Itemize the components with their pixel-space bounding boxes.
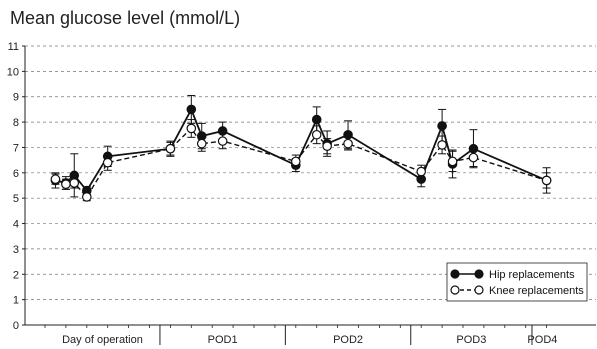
y-tick-label: 5 [13, 193, 19, 205]
data-point [217, 136, 228, 146]
data-point [186, 123, 197, 134]
data-point [468, 152, 479, 163]
y-tick-label: 11 [8, 41, 19, 53]
legend-box [446, 262, 588, 302]
data-point [437, 140, 447, 150]
series-knee [50, 119, 552, 202]
y-tick-label: 9 [13, 92, 19, 104]
data-point [69, 178, 80, 188]
axes [22, 45, 596, 328]
data-point [102, 157, 113, 168]
y-tick-label: 1 [13, 295, 19, 307]
data-point [196, 138, 207, 149]
data-point [541, 175, 552, 186]
chart-title: Mean glucose level (mmol/L) [10, 8, 241, 28]
data-point [447, 156, 458, 167]
x-group-label: Day of operation [62, 334, 143, 346]
x-group-labels: Day of operation POD1 POD2 POD3 POD4 [62, 325, 557, 346]
x-group-label: POD3 [456, 334, 486, 346]
series-layer [50, 94, 552, 202]
y-tick-label: 0 [13, 320, 19, 332]
series-hip [50, 94, 552, 198]
legend-marker [450, 285, 460, 295]
y-tick-label: 4 [13, 219, 19, 231]
data-point [311, 114, 322, 125]
legend-marker [474, 269, 484, 279]
data-point [322, 141, 332, 151]
data-point [437, 121, 447, 131]
y-tick-label: 10 [7, 66, 19, 78]
data-point [61, 179, 71, 190]
y-tick-label: 3 [13, 244, 19, 256]
legend-marker [450, 269, 460, 279]
data-point [186, 104, 197, 115]
legend-marker [474, 285, 484, 295]
data-point [343, 138, 353, 149]
data-point [311, 129, 322, 140]
grid-lines [25, 45, 596, 300]
y-tick-label: 2 [13, 269, 19, 281]
data-point [165, 143, 176, 154]
data-point [50, 174, 61, 184]
y-tick-label: 8 [13, 117, 19, 129]
legend-label: Hip replacements [489, 269, 575, 281]
legend: Hip replacements Knee replacements [446, 262, 588, 302]
legend-label: Knee replacements [489, 285, 584, 297]
series-line [55, 127, 547, 199]
y-tick-label: 6 [13, 168, 19, 180]
x-group-label: POD4 [527, 334, 557, 346]
x-group-label: POD2 [333, 334, 363, 346]
y-tick-labels: 0 1 2 3 4 5 6 7 8 9 10 11 [7, 41, 19, 332]
data-point [290, 156, 301, 167]
x-group-label: POD1 [208, 334, 238, 346]
data-point [416, 166, 426, 177]
data-point [82, 192, 92, 202]
y-tick-label: 7 [13, 142, 19, 154]
